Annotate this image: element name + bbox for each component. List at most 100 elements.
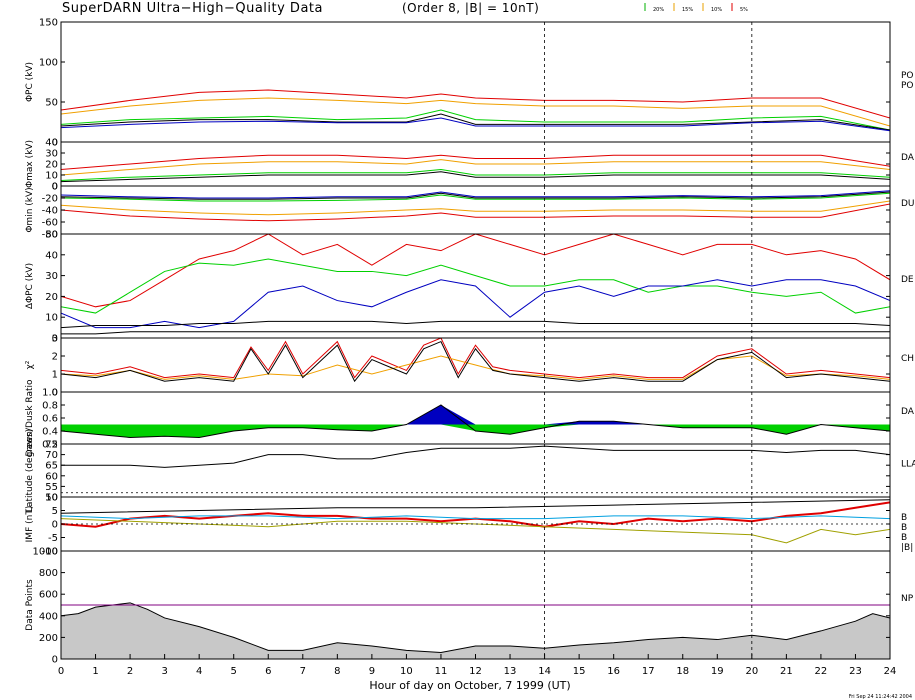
x-tick-label: 13 — [504, 666, 517, 677]
right-label: DU — [901, 199, 915, 209]
y-tick-label: 55 — [45, 482, 58, 493]
legend-label: 10% — [711, 7, 722, 13]
y-tick-label: 1.0 — [42, 388, 58, 399]
panel-chi2: 0 1 2 3 χ² CH — [25, 334, 914, 399]
y-tick-label: 0.8 — [42, 401, 58, 412]
y-tick-label: -80 — [42, 230, 58, 241]
y-tick-label: 1000 — [33, 547, 58, 558]
y-tick-label: 75 — [45, 440, 58, 451]
y-tick-label: 3 — [52, 334, 58, 345]
series-line-green — [61, 192, 890, 202]
right-label: B — [901, 523, 907, 533]
right-label: NP — [901, 594, 914, 604]
y-axis-label: Data Points — [25, 579, 35, 631]
x-tick-label: 8 — [334, 666, 340, 677]
right-label: PO — [901, 81, 914, 91]
right-label: B — [901, 533, 907, 543]
x-tick-label: 10 — [400, 666, 413, 677]
y-tick-label: 100 — [39, 58, 58, 69]
y-tick-label: 0 — [52, 334, 58, 345]
y-tick-label: 0.4 — [42, 427, 58, 438]
series-line-red — [61, 203, 890, 222]
x-tick-label: 15 — [573, 666, 586, 677]
series-fill — [61, 602, 890, 659]
y-tick-label: 0 — [52, 182, 58, 193]
y-tick-label: 40 — [45, 138, 58, 149]
series-group — [61, 602, 890, 659]
y-tick-label: 0 — [52, 520, 58, 531]
series-group — [61, 404, 890, 439]
right-label: LLA — [901, 460, 915, 470]
y-tick-label: 600 — [39, 590, 58, 601]
series-line-orange — [61, 159, 890, 176]
right-label: DA — [901, 407, 915, 417]
y-tick-label: 30 — [45, 149, 58, 160]
x-tick-label: 14 — [538, 666, 551, 677]
y-tick-label: 30 — [45, 271, 58, 282]
series-line-red — [61, 234, 890, 308]
y-axis-label: IMF (nT) — [25, 506, 35, 543]
legend-label: 15% — [682, 7, 693, 13]
y-tick-label: 800 — [39, 568, 58, 579]
panel-dawn-dusk: 0.2 0.4 0.6 0.8 1.0 Dawn/Dusk Ratio DA — [25, 379, 915, 457]
series-line-black — [61, 499, 890, 514]
y-tick-label: 0.6 — [42, 414, 58, 425]
series-line-olive — [61, 518, 890, 544]
y-tick-label: 400 — [39, 611, 58, 622]
panel-data-points: 0 200 400 600 800 1000 Data Points NP — [25, 547, 914, 666]
x-tick-label: 2 — [127, 666, 133, 677]
x-tick-label: 22 — [815, 666, 828, 677]
y-tick-label: 1 — [52, 370, 58, 381]
x-tick-label: 3 — [161, 666, 167, 677]
x-tick-label: 0 — [58, 666, 64, 677]
series-line-orange — [61, 97, 890, 127]
y-axis-label: Dawn/Dusk Ratio — [25, 379, 35, 457]
panel-frame — [60, 185, 891, 235]
right-label: PO — [901, 71, 914, 81]
x-tick-label: 23 — [849, 666, 862, 677]
y-tick-label: 60 — [45, 471, 58, 482]
series-line-black — [61, 331, 890, 335]
x-tick-label: 9 — [369, 666, 375, 677]
right-label: |B| — [901, 543, 913, 553]
x-tick-label: 11 — [435, 666, 448, 677]
panel-frame — [60, 443, 891, 498]
y-tick-label: 50 — [45, 230, 58, 241]
series-line-green — [61, 168, 890, 181]
series-group — [61, 338, 890, 383]
series-line-black — [61, 191, 890, 200]
y-tick-label: 20 — [45, 292, 58, 303]
series-line-cyan — [61, 515, 890, 520]
y-tick-label: 70 — [45, 450, 58, 461]
y-tick-label: 200 — [39, 633, 58, 644]
right-label: DA — [901, 153, 915, 163]
timestamp: Fri Sep 24 11:24:42 2004 — [849, 694, 912, 700]
x-tick-label: 12 — [469, 666, 482, 677]
y-tick-label: 0 — [52, 182, 58, 193]
series-line-red — [61, 154, 890, 170]
x-tick-label: 21 — [780, 666, 793, 677]
y-axis-label: χ² — [25, 360, 35, 369]
x-tick-label: 6 — [265, 666, 271, 677]
dusk-fill — [61, 405, 890, 425]
y-tick-label: 2 — [52, 352, 58, 363]
chart-header: SuperDARN Ultra−High−Quality Data (Order… — [62, 1, 539, 16]
x-tick-label: 16 — [607, 666, 620, 677]
y-tick-label: 0 — [52, 655, 58, 666]
right-label: CH — [901, 354, 914, 364]
series-group — [61, 445, 890, 494]
panel-delta-phi-pc: 0 10 20 30 40 50 ΔΦPC (kV) DE — [25, 230, 914, 345]
y-tick-label: 5 — [52, 506, 58, 517]
y-axis-label: Latitude (degrees) — [25, 429, 35, 512]
y-tick-label: -5 — [48, 533, 58, 544]
series-group — [61, 499, 890, 544]
series-line-black — [61, 113, 890, 131]
y-axis-label: Φmin (kV) — [25, 187, 35, 232]
y-axis-label: Φmax (kV) — [25, 140, 35, 188]
y-tick-label: 10 — [45, 171, 58, 182]
